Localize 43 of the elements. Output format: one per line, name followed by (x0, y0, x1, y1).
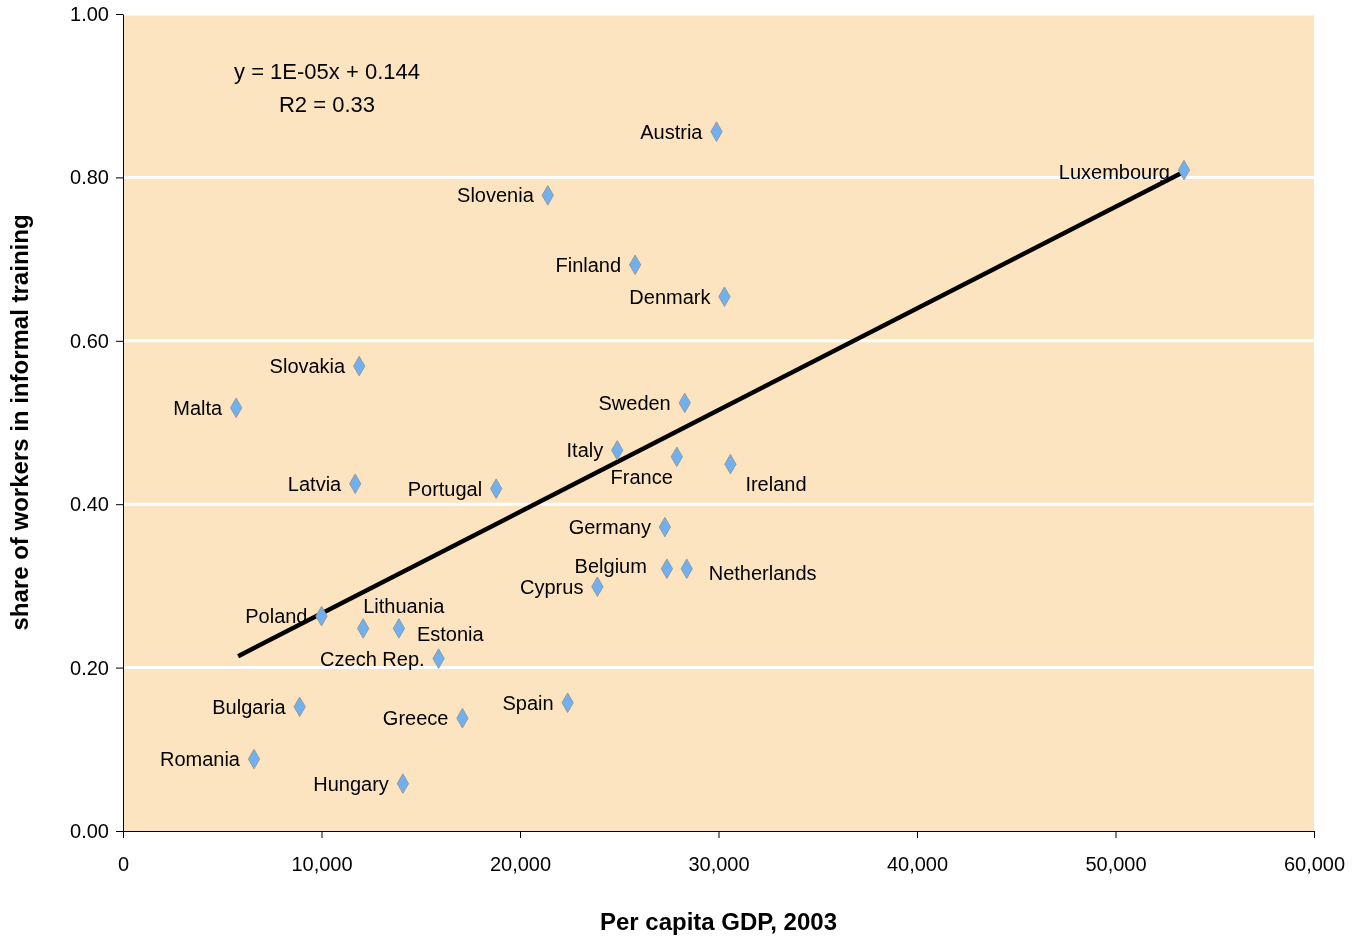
annotation: Latvia (287, 472, 343, 495)
x-tick-label: 50,000 (1085, 853, 1147, 875)
x-axis-title: Per capita GDP, 2003 (599, 908, 838, 935)
annotation: R2 = 0.33 (278, 91, 376, 117)
x-tick-label: 0 (117, 853, 130, 875)
annotation: Belgium (574, 554, 647, 577)
annotation: Hungary (313, 772, 389, 795)
annotation: Romania (159, 748, 241, 771)
annotation: Italy (566, 439, 604, 462)
annotation: Sweden (598, 391, 671, 414)
y-tick-label: 0.40 (70, 493, 109, 516)
annotation: Greece (382, 707, 449, 730)
annotation: Denmark (629, 285, 712, 308)
annotation: y = 1E-05x + 0.144 (234, 58, 420, 84)
annotation: Spain (502, 691, 554, 714)
annotation: Slovakia (269, 355, 347, 378)
annotation: Luxembourg (1058, 161, 1170, 184)
y-tick-label: 0.60 (70, 329, 109, 352)
annotation: Bulgaria (212, 695, 287, 718)
annotation: Netherlands (708, 561, 817, 584)
annotation: Austria (640, 120, 704, 143)
annotation: Ireland (745, 473, 807, 496)
annotation: Slovenia (457, 184, 535, 207)
annotation: Poland (245, 605, 308, 628)
y-tick-label: 0.20 (70, 656, 109, 679)
annotation: Cyprus (520, 575, 584, 598)
annotation: France (610, 465, 673, 488)
annotation: Finland (555, 253, 622, 276)
x-tick-label: 40,000 (886, 853, 949, 875)
y-tick-label: 1.00 (70, 2, 109, 25)
annotation: Lithuania (363, 595, 446, 618)
annotation: Germany (568, 516, 651, 539)
annotation: Portugal (407, 477, 483, 500)
x-tick-label: 10,000 (291, 853, 353, 875)
y-axis-title: share of workers in informal training (6, 214, 33, 631)
x-tick-label: 60,000 (1283, 853, 1346, 875)
y-tick-label: 0.00 (70, 819, 109, 842)
x-tick-label: 30,000 (688, 853, 750, 875)
annotation: Czech Rep. (320, 647, 425, 670)
x-tick-label: 20,000 (489, 853, 552, 875)
annotation: Estonia (416, 623, 485, 646)
annotation: Malta (173, 396, 224, 419)
y-tick-label: 0.80 (70, 166, 109, 189)
